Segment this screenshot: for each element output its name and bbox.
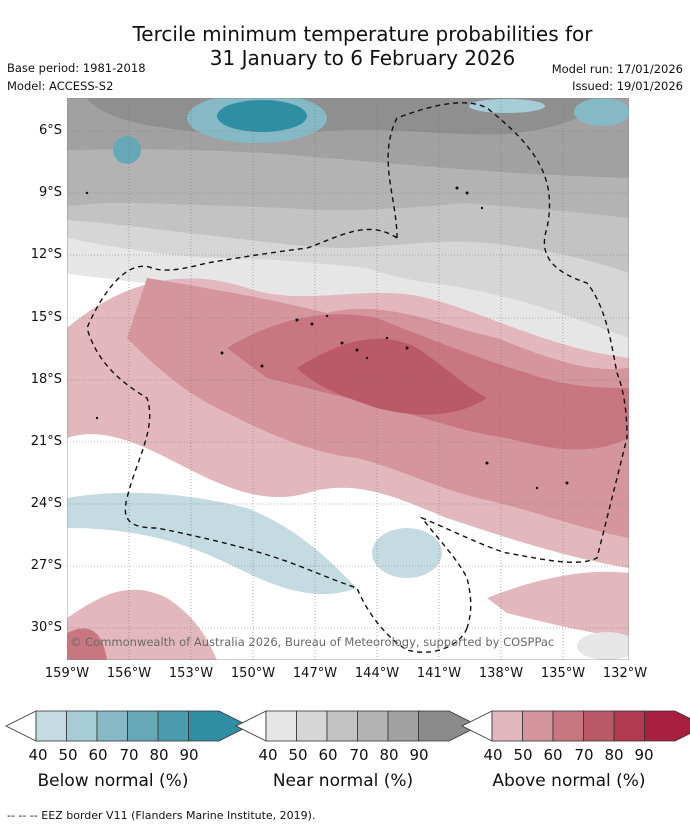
below-normal-north-inner xyxy=(217,100,307,132)
colorbar-segment xyxy=(387,710,419,742)
lat-label: 27°S xyxy=(30,558,62,573)
issued-date: Issued: 19/01/2026 xyxy=(572,79,683,93)
lat-label: 18°S xyxy=(30,372,62,387)
lat-label: 15°S xyxy=(30,310,62,325)
colorbar-segment xyxy=(357,710,389,742)
copyright-text: © Commonwealth of Australia 2026, Bureau… xyxy=(70,635,554,649)
colorbar-segment xyxy=(157,710,189,742)
title-line-2: 31 January to 6 February 2026 xyxy=(209,46,516,70)
colorbar-tick: 50 xyxy=(288,746,308,764)
colorbar-tick: 60 xyxy=(318,746,338,764)
lat-label: 21°S xyxy=(30,434,62,449)
probability-map: © Commonwealth of Australia 2026, Bureau… xyxy=(67,98,629,660)
lat-label: 12°S xyxy=(30,247,62,262)
below-normal-northeast xyxy=(574,98,629,126)
lon-label: 150°W xyxy=(230,666,276,681)
eez-footnote: -- -- -- EEZ border V11 (Flanders Marine… xyxy=(7,809,316,822)
colorbar-min-arrow xyxy=(5,710,37,742)
colorbar-segment xyxy=(296,710,328,742)
colorbar-legend xyxy=(5,710,690,742)
colorbar-segment xyxy=(66,710,98,742)
below-normal-northwest xyxy=(113,136,141,164)
colorbar-tick: 70 xyxy=(574,746,594,764)
model-name: Model: ACCESS-S2 xyxy=(7,79,114,93)
colorbar-segment xyxy=(418,710,480,742)
islands xyxy=(85,186,569,490)
colorbar-tick: 40 xyxy=(483,746,503,764)
colorbar-tick: 80 xyxy=(149,746,169,764)
colorbar-below-normal xyxy=(5,710,250,742)
colorbar-segment xyxy=(35,710,67,742)
colorbar-tick: 80 xyxy=(379,746,399,764)
colorbar-segment xyxy=(96,710,128,742)
eez-borders xyxy=(86,102,628,653)
lat-label: 9°S xyxy=(38,185,62,200)
colorbar-tick: 50 xyxy=(58,746,78,764)
below-normal-south-patch xyxy=(372,528,442,578)
lat-label: 24°S xyxy=(30,496,62,511)
eez-border-east xyxy=(387,102,628,629)
colorbar-segment xyxy=(583,710,615,742)
colorbar-min-arrow xyxy=(235,710,267,742)
lon-label: 147°W xyxy=(292,666,338,681)
lat-label: 6°S xyxy=(38,123,62,138)
map-title: Tercile minimum temperature probabilitie… xyxy=(0,22,690,70)
model-run: Model run: 17/01/2026 xyxy=(551,62,683,76)
colorbar-segment xyxy=(552,710,584,742)
lon-label: 159°W xyxy=(44,666,90,681)
colorbar-segment xyxy=(265,710,297,742)
colorbar-tick: 90 xyxy=(409,746,429,764)
base-period: Base period: 1981-2018 xyxy=(7,61,146,75)
above-normal-label: Above normal (%) xyxy=(492,771,646,791)
colorbar-segment xyxy=(522,710,554,742)
colorbar-segment xyxy=(613,710,645,742)
colorbar-min-arrow xyxy=(461,710,493,742)
lon-label: 138°W xyxy=(478,666,524,681)
colorbar-tick: 60 xyxy=(88,746,108,764)
colorbar-tick: 40 xyxy=(28,746,48,764)
colorbar-tick: 90 xyxy=(634,746,654,764)
colorbar-near-normal xyxy=(235,710,480,742)
colorbar-tick: 80 xyxy=(604,746,624,764)
colorbar-tick: 70 xyxy=(119,746,139,764)
colorbar-segment xyxy=(127,710,159,742)
colorbar-tick: 90 xyxy=(179,746,199,764)
below-normal-label: Below normal (%) xyxy=(37,771,189,791)
lon-label: 141°W xyxy=(416,666,462,681)
colorbar-tick: 50 xyxy=(513,746,533,764)
above-normal-60-southwest xyxy=(67,628,107,660)
above-normal-40-southwest xyxy=(67,589,217,660)
title-line-1: Tercile minimum temperature probabilitie… xyxy=(132,22,593,46)
colorbar-above-normal xyxy=(461,710,690,742)
lon-label: 144°W xyxy=(354,666,400,681)
colorbar-tick: 70 xyxy=(349,746,369,764)
eez-border-north xyxy=(86,228,468,653)
near-normal-south-patch xyxy=(577,632,629,660)
lon-label: 135°W xyxy=(540,666,586,681)
below-normal-south-region xyxy=(67,492,357,595)
lon-label: 153°W xyxy=(168,666,214,681)
colorbar-segment xyxy=(326,710,358,742)
near-normal-label: Near normal (%) xyxy=(272,771,414,791)
colorbar-segment xyxy=(491,710,523,742)
colorbar-tick: 40 xyxy=(258,746,278,764)
colorbar-tick: 60 xyxy=(543,746,563,764)
graticule xyxy=(67,98,629,660)
above-normal-70-region xyxy=(297,338,487,415)
lon-label: 156°W xyxy=(106,666,152,681)
above-normal-40-southeast xyxy=(487,571,629,638)
lon-label: 132°W xyxy=(602,666,648,681)
colorbar-segment xyxy=(188,710,250,742)
lat-label: 30°S xyxy=(30,620,62,635)
colorbar-segment xyxy=(644,710,690,742)
